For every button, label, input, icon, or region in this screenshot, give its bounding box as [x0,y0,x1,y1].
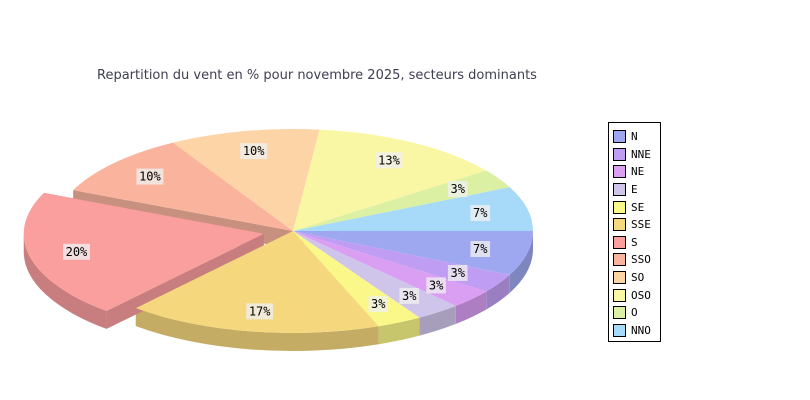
pie-slice-SSO [73,142,293,231]
slice-label-N: 7% [470,240,491,257]
wall-rim-E [419,305,456,336]
slice-label-text: 10% [243,144,265,158]
legend-item-SE: SE [613,198,660,216]
legend-swatch-icon [613,130,626,144]
legend-box: N NNE NE E SE SSE S SSO SO OSO O NNO [608,122,661,342]
legend-item-SSE: SSE [613,216,660,234]
wall-rim-NNE [486,274,510,310]
legend-swatch-icon [613,323,626,337]
legend-label: SO [631,271,645,285]
slice-label-text: 3% [429,278,444,292]
slice-label-bg [63,243,90,260]
slice-label-text: 20% [66,245,88,259]
slice-label-bg [470,240,491,257]
slice-label-text: 3% [451,182,466,196]
slice-label-SSO: 10% [136,168,164,185]
legend-label: SSO [631,253,651,267]
legend-item-NNO: NNO [613,322,660,340]
wall-rim-S [23,233,107,329]
legend-swatch-icon [613,306,626,320]
slice-label-text: 7% [473,206,488,220]
legend-swatch-icon [613,183,626,197]
pie-slice-SO [173,129,320,231]
slice-label-bg [426,277,446,294]
slice-label-S: 20% [63,243,90,260]
pie-slice-S [23,192,264,311]
slice-label-O: 3% [447,181,468,198]
legend-label: O [631,306,638,320]
wall-rim-NE [455,291,487,324]
slice-label-text: 10% [139,170,161,184]
legend-item-E: E [613,181,660,199]
legend-label: E [631,183,638,197]
legend-swatch-icon [613,218,626,232]
slice-label-bg [136,168,164,185]
legend-swatch-icon [613,200,626,214]
legend-swatch-icon [613,253,626,267]
slice-label-bg [368,296,389,313]
slice-label-SSE: 17% [246,303,274,320]
wall-rim-N [509,231,533,293]
slice-label-text: 17% [249,304,271,318]
legend-item-N: N [613,128,660,146]
legend-swatch-icon [613,288,626,302]
pie-slice-OSO [293,129,487,231]
legend-item-NNE: NNE [613,146,660,164]
slice-label-bg [246,303,274,320]
slice-label-OSO: 13% [375,152,403,169]
chart-title: Repartition du vent en % pour novembre 2… [97,68,537,83]
legend-swatch-icon [613,147,626,161]
legend-swatch-icon [613,235,626,249]
legend-item-O: O [613,304,660,322]
legend-label: NNE [631,147,651,161]
slice-label-bg [240,143,268,160]
slice-label-text: 3% [402,289,417,303]
legend-label: OSO [631,288,651,302]
pie-slice-SSE [135,231,379,333]
slice-label-bg [470,205,491,222]
slice-label-bg [375,152,403,169]
slice-label-bg [399,287,420,304]
slice-label-NNE: 3% [447,264,468,281]
slice-label-text: 3% [451,266,466,280]
legend-item-SSO: SSO [613,251,660,269]
slice-label-bg [447,181,468,198]
slice-label-bg [447,264,468,281]
legend-swatch-icon [613,271,626,285]
legend-item-S: S [613,234,660,252]
legend-label: S [631,235,638,249]
legend-label: NNO [631,323,651,337]
slice-label-text: 7% [473,242,488,256]
slice-label-text: 3% [371,297,386,311]
legend-item-NE: NE [613,163,660,181]
slice-label-NNO: 7% [470,205,491,222]
legend-item-SO: SO [613,269,660,287]
legend-label: NE [631,165,645,179]
wall-rim-SSE [135,308,379,351]
slice-label-NE: 3% [426,277,446,294]
wall-rim-SE [378,317,420,345]
slice-label-SO: 10% [240,143,268,160]
legend-swatch-icon [613,165,626,179]
slice-label-text: 13% [378,153,400,167]
slice-label-SE: 3% [368,296,389,313]
legend-label: SSE [631,218,651,232]
legend-item-OSO: OSO [613,286,660,304]
slice-label-E: 3% [399,287,420,304]
legend-label: N [631,130,638,144]
legend-label: SE [631,200,645,214]
